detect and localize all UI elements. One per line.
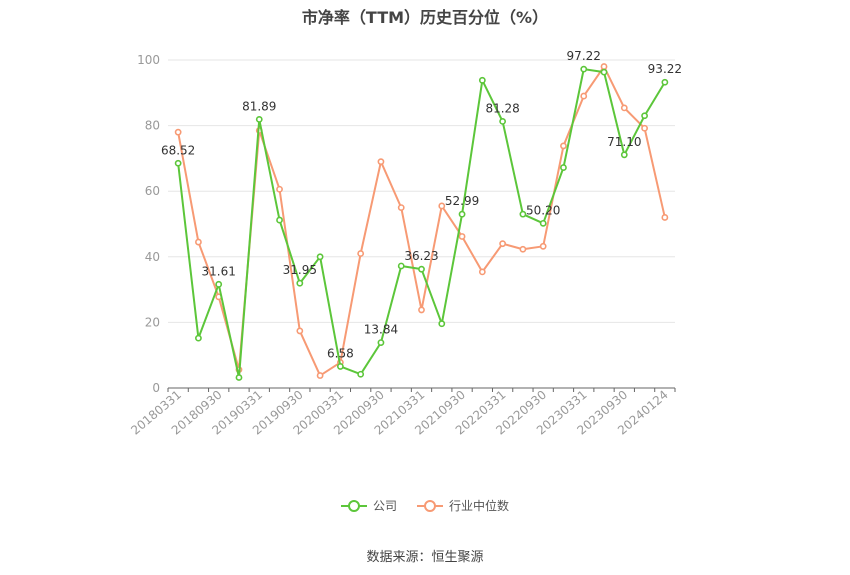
data-point-industry-median bbox=[519, 245, 527, 253]
data-point-company bbox=[580, 65, 588, 73]
data-point-industry-median bbox=[641, 124, 648, 132]
data-point-company bbox=[478, 76, 486, 84]
data-label: 52.99 bbox=[445, 194, 479, 208]
data-point-company bbox=[296, 279, 304, 287]
legend-swatch-industry-median bbox=[417, 499, 443, 513]
data-point-company bbox=[235, 374, 243, 381]
y-tick-label: 60 bbox=[145, 184, 160, 198]
y-tick-label: 0 bbox=[152, 381, 160, 395]
data-point-company bbox=[174, 159, 182, 167]
data-point-company bbox=[336, 363, 344, 370]
data-label: 50.20 bbox=[526, 203, 560, 217]
data-label: 71.10 bbox=[607, 135, 641, 149]
data-point-industry-median bbox=[195, 238, 202, 246]
data-point-company bbox=[215, 280, 223, 288]
data-point-industry-median bbox=[377, 158, 385, 166]
data-point-industry-median bbox=[499, 240, 507, 248]
data-point-company bbox=[641, 112, 648, 120]
data-point-industry-median bbox=[580, 92, 588, 100]
data-point-industry-median bbox=[296, 327, 304, 335]
legend-label-industry-median: 行业中位数 bbox=[449, 499, 510, 513]
legend-label-company: 公司 bbox=[372, 499, 397, 513]
data-point-industry-median bbox=[458, 233, 466, 240]
data-point-company bbox=[276, 216, 283, 224]
data-point-industry-median bbox=[661, 214, 669, 221]
data-point-industry-median bbox=[276, 185, 283, 193]
data-point-company bbox=[620, 151, 628, 159]
data-point-company bbox=[560, 164, 567, 171]
y-tick-label: 80 bbox=[145, 119, 160, 133]
data-point-company bbox=[397, 262, 405, 270]
data-label: 81.89 bbox=[242, 99, 276, 113]
data-label: 93.22 bbox=[648, 62, 682, 76]
data-label: 6.58 bbox=[327, 346, 354, 360]
data-point-company bbox=[600, 68, 608, 76]
legend-item-industry-median[interactable]: 行业中位数 bbox=[417, 497, 509, 514]
data-point-company bbox=[458, 210, 466, 218]
data-point-company bbox=[661, 78, 669, 86]
y-tick-label: 20 bbox=[145, 315, 160, 329]
data-point-company bbox=[418, 265, 425, 273]
data-label: 13.84 bbox=[364, 323, 398, 337]
data-point-company bbox=[316, 253, 324, 261]
data-label: 31.61 bbox=[202, 264, 236, 278]
data-point-company bbox=[499, 118, 507, 125]
data-point-company bbox=[357, 370, 365, 378]
data-point-company bbox=[255, 116, 263, 123]
chart-title: 市净率（TTM）历史百分位（%） bbox=[301, 8, 549, 27]
y-tick-label: 100 bbox=[137, 53, 160, 67]
data-point-industry-median bbox=[397, 204, 405, 211]
data-point-company bbox=[195, 334, 202, 342]
data-source: 数据来源：恒生聚源 bbox=[366, 550, 484, 565]
data-point-industry-median bbox=[600, 63, 608, 70]
data-point-industry-median bbox=[174, 128, 182, 136]
legend-swatch-company bbox=[340, 499, 367, 513]
series-line-company bbox=[177, 68, 666, 379]
data-point-industry-median bbox=[418, 306, 425, 314]
data-point-company bbox=[377, 339, 385, 347]
data-label: 68.52 bbox=[161, 143, 195, 157]
data-label: 97.22 bbox=[567, 49, 601, 63]
data-label: 36.23 bbox=[404, 249, 438, 263]
data-point-company bbox=[519, 210, 527, 218]
data-point-industry-median bbox=[316, 372, 324, 379]
legend-item-company[interactable]: 公司 bbox=[340, 497, 397, 514]
data-point-industry-median bbox=[438, 202, 446, 210]
data-point-industry-median bbox=[539, 242, 547, 250]
y-tick-label: 40 bbox=[145, 250, 160, 264]
data-point-company bbox=[438, 320, 446, 328]
data-point-industry-median bbox=[620, 104, 628, 112]
data-point-company bbox=[539, 219, 547, 227]
data-label: 31.95 bbox=[283, 263, 317, 277]
chart-legend: 公司 行业中位数 bbox=[0, 497, 850, 514]
data-point-industry-median bbox=[560, 142, 567, 150]
data-point-industry-median bbox=[478, 268, 486, 276]
data-label: 81.28 bbox=[485, 101, 519, 115]
data-point-industry-median bbox=[357, 250, 365, 257]
